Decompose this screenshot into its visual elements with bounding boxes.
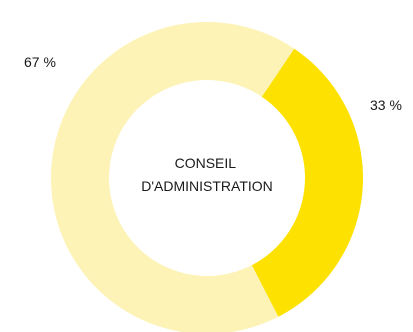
center-label-line-2: D'ADMINISTRATION <box>141 178 273 194</box>
donut-slice-1 <box>251 48 363 317</box>
slice-label-2: 67 % <box>24 54 56 70</box>
slice-labels: 33 % 67 % <box>24 54 402 113</box>
slice-label-1: 33 % <box>370 97 402 113</box>
donut-slices <box>51 22 363 332</box>
center-label-line-1: CONSEIL <box>175 155 237 171</box>
center-label: CONSEIL D'ADMINISTRATION <box>141 155 273 194</box>
donut-slice-2 <box>51 22 295 332</box>
